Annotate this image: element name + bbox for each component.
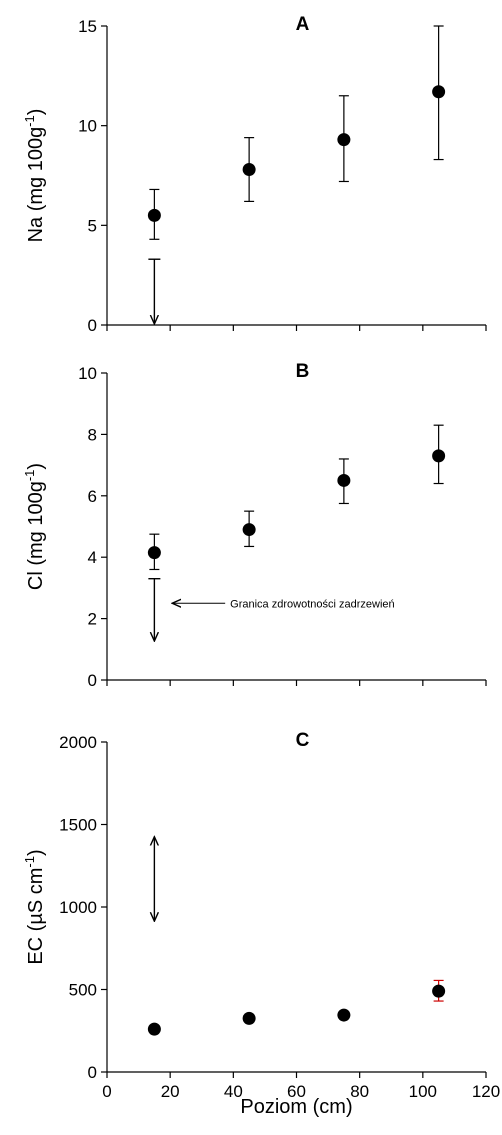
panel-a-y-axis-label: Na (mg 100g-1) <box>22 109 47 243</box>
panel-c-x-tick-label: 60 <box>287 1082 306 1101</box>
panel-c-x-tick-label: 120 <box>472 1082 500 1101</box>
panel-a-y-tick-label: 0 <box>88 316 97 335</box>
panel-b-data-point <box>147 546 161 560</box>
panel-c-data-point <box>337 1008 351 1022</box>
panel-b-title: B <box>296 361 310 382</box>
panel-a-y-tick-label: 10 <box>78 117 97 136</box>
panel-b-annotation-text: Granica zdrowotności zadrzewień <box>230 598 394 610</box>
panel-c-y-axis-label: EC (µS cm-1) <box>22 849 47 964</box>
panel-b-y-tick-label: 10 <box>78 364 97 383</box>
panel-a-data-point <box>242 163 256 177</box>
panel-c-data-point <box>432 984 446 998</box>
panel-c-y-tick-label: 1000 <box>59 898 97 917</box>
panel-c-x-tick-label: 100 <box>409 1082 437 1101</box>
panel-c-y-tick-label: 0 <box>88 1063 97 1082</box>
panel-c-data-point <box>147 1022 161 1036</box>
panel-a-y-tick-label: 15 <box>78 17 97 36</box>
panel-a-y-tick-label: 5 <box>88 216 97 235</box>
panel-c-x-tick-label: 0 <box>102 1082 111 1101</box>
panel-a-data-point <box>432 85 446 99</box>
panel-b-data-point <box>337 473 351 487</box>
panel-c-title: C <box>296 730 310 751</box>
panel-c-data-point <box>242 1011 256 1025</box>
panel-b-y-tick-label: 2 <box>88 610 97 629</box>
panel-a-title: A <box>296 14 310 35</box>
panel-c-x-tick-label: 20 <box>161 1082 180 1101</box>
panel-c-x-tick-label: 80 <box>350 1082 369 1101</box>
panel-b-y-tick-label: 4 <box>88 548 97 567</box>
panel-b-data-point <box>242 523 256 537</box>
panel-c-y-tick-label: 500 <box>69 981 97 1000</box>
panel-c-y-tick-label: 2000 <box>59 733 97 752</box>
panel-b-y-tick-label: 6 <box>88 487 97 506</box>
panel-a-data-point <box>337 133 351 147</box>
panel-a-data-point <box>147 208 161 222</box>
panel-b-data-point <box>432 449 446 463</box>
panel-b-y-tick-label: 8 <box>88 425 97 444</box>
panel-b-y-axis-label: Cl (mg 100g-1) <box>22 463 47 590</box>
panel-c-y-tick-label: 1500 <box>59 816 97 835</box>
panel-b-y-tick-label: 0 <box>88 671 97 690</box>
panel-c-x-axis-label: Poziom (cm) <box>240 1096 352 1118</box>
panel-c-x-tick-label: 40 <box>224 1082 243 1101</box>
